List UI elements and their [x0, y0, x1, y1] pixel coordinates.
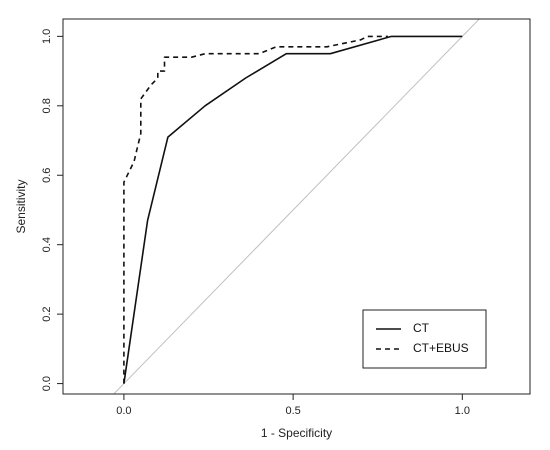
legend-box [362, 309, 487, 369]
x-tick-label: 0.0 [116, 405, 131, 417]
y-axis-label: Sensitivity [14, 179, 28, 233]
series-line-ct-ebus [123, 35, 388, 384]
legend: CT CT+EBUS [362, 309, 487, 369]
x-axis: 0.0 0.5 1.0 [116, 394, 470, 417]
x-tick-label: 0.5 [285, 405, 300, 417]
legend-label-ct-ebus: CT+EBUS [413, 341, 469, 355]
x-axis-label: 1 - Specificity [261, 426, 332, 440]
y-tick-label: 1.0 [41, 29, 53, 44]
reference-diagonal-line [113, 19, 480, 394]
plot-area [113, 19, 480, 394]
plot-frame [62, 18, 531, 395]
legend-label-ct: CT [413, 321, 430, 335]
x-tick-label: 1.0 [455, 405, 470, 417]
y-tick-label: 0.2 [41, 306, 53, 321]
y-tick-label: 0.4 [41, 237, 53, 252]
y-axis: 0.0 0.2 0.4 0.6 0.8 1.0 [41, 29, 63, 391]
series-line-ct [123, 35, 463, 384]
y-tick-label: 0.0 [41, 376, 53, 391]
y-tick-label: 0.8 [41, 98, 53, 113]
y-tick-label: 0.6 [41, 168, 53, 183]
